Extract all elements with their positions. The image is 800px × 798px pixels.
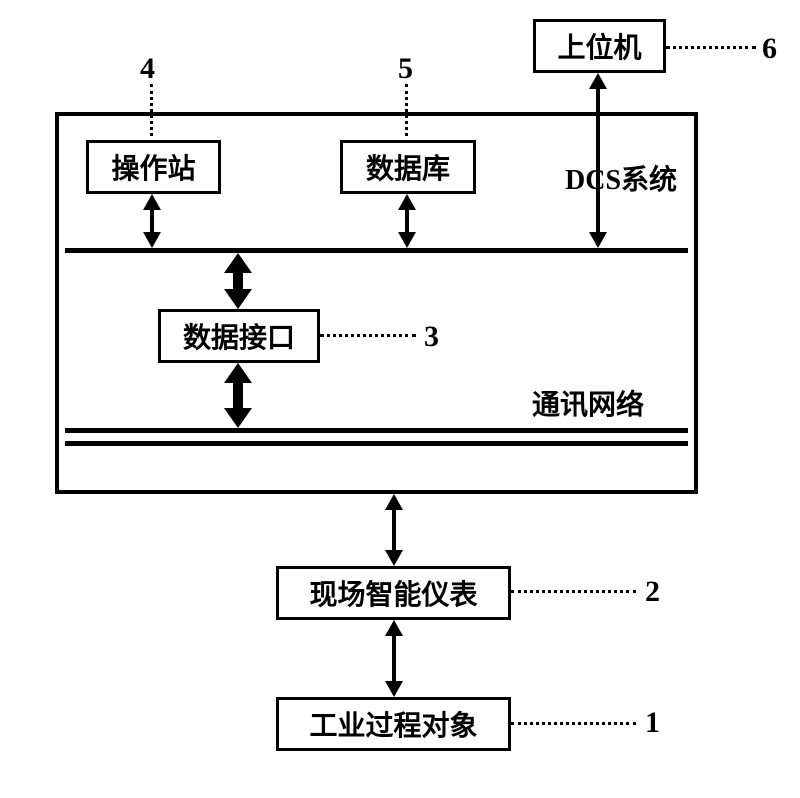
arrow-database-up	[398, 194, 416, 210]
callout-5: 5	[398, 52, 413, 86]
arrow-field-process-down	[385, 681, 403, 697]
operation-station-box: 操作站	[86, 140, 221, 194]
callout-3: 3	[424, 320, 439, 354]
arrow-opstation-up	[143, 194, 161, 210]
data-interface-box: 数据接口	[158, 309, 320, 363]
dotted-to-4	[150, 84, 153, 136]
callout-6: 6	[762, 32, 777, 66]
field-instrument-box: 现场智能仪表	[276, 566, 511, 620]
dotted-to-5	[405, 84, 408, 136]
arrow-database-down	[398, 232, 416, 248]
arrow-field-process-up	[385, 620, 403, 636]
dcs-system-label: DCS系统	[565, 158, 677, 198]
arrow-dataif-top-up	[224, 253, 252, 273]
arrow-bus-field-up	[385, 494, 403, 510]
process-object-label: 工业过程对象	[309, 704, 477, 744]
dotted-to-6	[666, 46, 756, 49]
upper-computer-box: 上位机	[533, 19, 666, 73]
arrow-upper-bus	[596, 85, 600, 235]
arrow-dataif-top-down	[224, 289, 252, 309]
arrow-dataif-bottom-up	[224, 363, 252, 383]
data-interface-label: 数据接口	[183, 316, 295, 356]
database-box: 数据库	[340, 140, 476, 194]
dcs-system-diagram: 上位机 操作站 数据库 数据接口 现场智能仪表 工业过程对象 DCS系统 通讯网…	[0, 0, 800, 798]
callout-4: 4	[140, 52, 155, 86]
top-bus	[65, 248, 688, 253]
arrow-upper-down	[589, 232, 607, 248]
database-label: 数据库	[366, 147, 450, 187]
arrow-upper-up	[589, 73, 607, 89]
arrow-bus-field	[392, 506, 396, 554]
bottom-bus-stroke-2	[65, 441, 688, 446]
upper-computer-label: 上位机	[557, 26, 641, 66]
process-object-box: 工业过程对象	[276, 697, 511, 751]
callout-2: 2	[645, 575, 660, 609]
comm-network-label: 通讯网络	[532, 383, 644, 423]
operation-station-label: 操作站	[111, 147, 195, 187]
dotted-to-3	[320, 334, 416, 337]
callout-1: 1	[645, 706, 660, 740]
bottom-bus-stroke-1	[65, 428, 688, 433]
arrow-opstation-down	[143, 232, 161, 248]
arrow-field-process	[392, 632, 396, 685]
dotted-to-1	[511, 722, 636, 725]
field-instrument-label: 现场智能仪表	[309, 573, 477, 613]
arrow-dataif-bottom-down	[224, 408, 252, 428]
arrow-bus-field-down	[385, 550, 403, 566]
dotted-to-2	[511, 590, 636, 593]
